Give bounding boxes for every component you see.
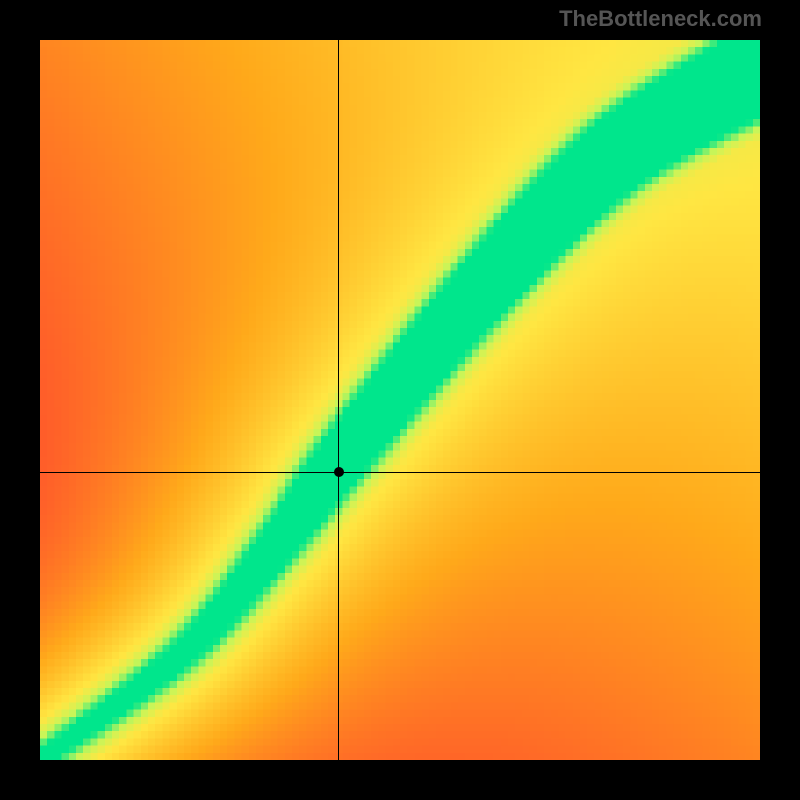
data-point-marker xyxy=(334,467,344,477)
bottleneck-heatmap xyxy=(40,40,760,760)
watermark-text: TheBottleneck.com xyxy=(559,6,762,32)
crosshair-horizontal xyxy=(40,472,760,473)
crosshair-vertical xyxy=(338,40,339,760)
